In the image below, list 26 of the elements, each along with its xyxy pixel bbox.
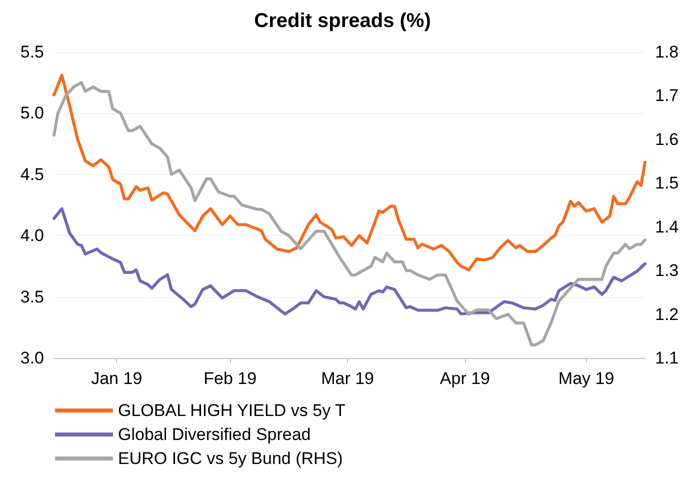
legend-label: EURO IGC vs 5y Bund (RHS) [118, 449, 343, 468]
y2-tick-label: 1.6 [655, 130, 679, 149]
y2-tick-label: 1.5 [655, 174, 679, 193]
x-tick-label: Mar 19 [321, 369, 374, 388]
y2-tick-label: 1.4 [655, 217, 679, 236]
y-tick-label: 4.0 [20, 226, 44, 246]
y-tick-label: 5.0 [20, 104, 44, 123]
y-tick-label: 5.5 [20, 42, 44, 62]
y2-tick-label: 1.8 [655, 42, 679, 62]
y2-tick-label: 1.3 [655, 261, 679, 280]
line-series [52, 81, 646, 346]
x-tick-label: Apr 19 [440, 369, 490, 388]
y2-tick-label: 1.7 [655, 86, 679, 106]
legend-label: GLOBAL HIGH YIELD vs 5y T [118, 401, 346, 420]
y2-tick-label: 1.1 [655, 348, 679, 368]
chart-title: Credit spreads (%) [254, 10, 431, 32]
x-tick-label: Jan 19 [91, 369, 142, 388]
x-tick-label: Feb 19 [204, 369, 257, 388]
line-series [52, 74, 646, 272]
y-tick-label: 4.5 [20, 164, 44, 184]
y-tick-label: 3.0 [20, 348, 44, 368]
y-tick-label: 3.5 [20, 287, 44, 306]
y2-tick-label: 1.2 [655, 304, 679, 324]
x-tick-label: May 19 [558, 369, 614, 388]
line-series [52, 207, 646, 316]
legend-label: Global Diversified Spread [118, 425, 311, 444]
